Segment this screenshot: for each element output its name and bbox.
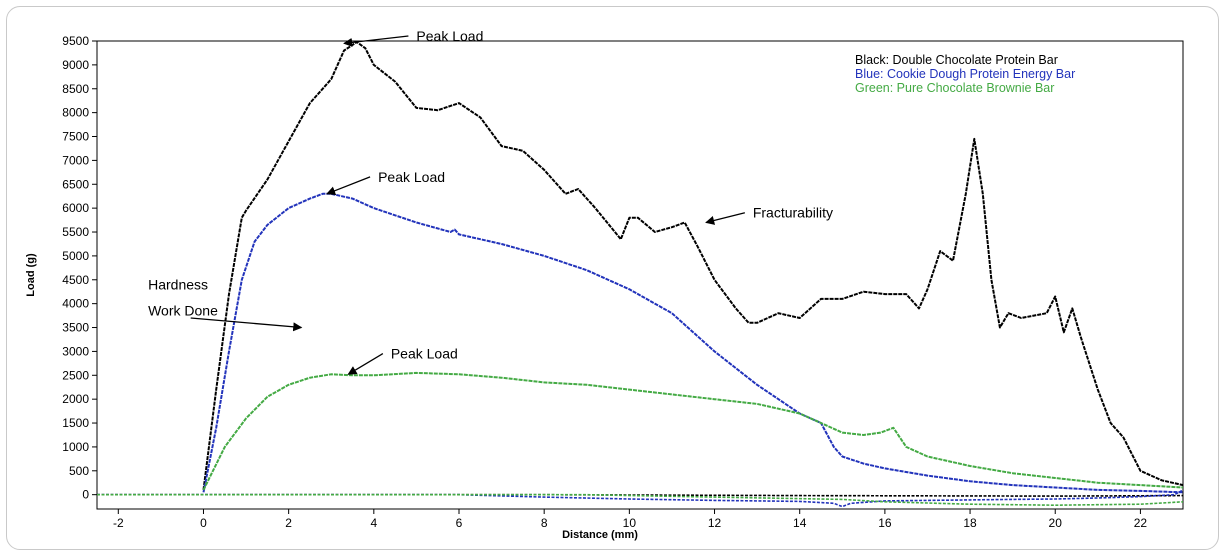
annotation-arrow — [190, 317, 303, 332]
x-tick-label: -2 — [113, 516, 124, 530]
legend: Black: Double Chocolate Protein BarBlue:… — [855, 53, 1075, 95]
y-tick-label: 8500 — [62, 82, 89, 96]
x-tick-label: 14 — [793, 516, 807, 530]
y-tick-label: 3000 — [62, 344, 89, 358]
y-tick-label: 9500 — [62, 34, 89, 48]
annotation-arrow — [705, 212, 746, 225]
annotation-label: Hardness — [148, 276, 208, 292]
x-tick-label: 2 — [285, 516, 292, 530]
return-curve-1 — [97, 489, 1184, 508]
return-curves — [97, 489, 1184, 508]
y-tick-label: 7500 — [62, 130, 89, 144]
annotation-label: Fracturability — [753, 205, 833, 221]
x-tick-label: 10 — [623, 516, 637, 530]
y-axis-ticks: 0 500 1000 1500 2000 2500 3000 3500 4000 4500 5000… — [62, 34, 97, 502]
x-axis-title: Distance (mm) — [562, 529, 638, 541]
x-tick-label: 6 — [456, 516, 463, 530]
return-curve-2 — [97, 493, 1184, 507]
annotations: Peak Load Peak Load Peak Load Fracturabilit… — [148, 28, 833, 375]
y-axis-title: Load (g) — [25, 253, 37, 297]
annotation-label: Peak Load — [391, 346, 458, 362]
y-tick-label: 2000 — [62, 392, 89, 406]
y-tick-label: 6000 — [62, 201, 89, 215]
x-tick-label: 20 — [1049, 516, 1063, 530]
y-tick-label: 2500 — [62, 368, 89, 382]
annotation-arrow — [343, 35, 409, 47]
annotation-label: Peak Load — [416, 28, 483, 44]
series-lines — [202, 41, 1184, 494]
x-tick-label: 16 — [878, 516, 892, 530]
x-tick-label: 4 — [370, 516, 377, 530]
x-tick-label: 12 — [708, 516, 722, 530]
annotation-arrow — [347, 353, 384, 375]
y-tick-label: 7000 — [62, 153, 89, 167]
y-tick-label: 1000 — [62, 440, 89, 454]
x-tick-label: 18 — [963, 516, 977, 530]
y-tick-label: 9000 — [62, 58, 89, 72]
x-axis-ticks: -2 0 2 4 6 8 10 12 14 16 18 20 22 — [113, 509, 1147, 530]
y-tick-label: 4500 — [62, 273, 89, 287]
y-tick-label: 5000 — [62, 249, 89, 263]
y-tick-label: 4000 — [62, 297, 89, 311]
plot-area — [96, 40, 1184, 510]
y-tick-label: 5500 — [62, 225, 89, 239]
y-tick-label: 8000 — [62, 106, 89, 120]
legend-entry: Black: Double Chocolate Protein Bar — [855, 53, 1058, 67]
y-tick-label: 0 — [82, 488, 89, 502]
annotation-label: Work Done — [148, 303, 218, 319]
annotation-arrow — [326, 176, 371, 196]
annotation-label: Peak Load — [378, 169, 445, 185]
y-tick-label: 6500 — [62, 177, 89, 191]
green-series-line — [202, 371, 1184, 491]
y-tick-label: 1500 — [62, 416, 89, 430]
legend-entry: Blue: Cookie Dough Protein Energy Bar — [855, 67, 1075, 81]
blue-series-line — [202, 192, 1184, 494]
black-series-line — [202, 41, 1184, 491]
x-tick-label: 8 — [541, 516, 548, 530]
x-tick-label: 22 — [1134, 516, 1148, 530]
y-tick-label: 3500 — [62, 321, 89, 335]
legend-entry: Green: Pure Chocolate Brownie Bar — [855, 81, 1054, 95]
y-tick-label: 500 — [69, 464, 89, 478]
x-tick-label: 0 — [200, 516, 207, 530]
